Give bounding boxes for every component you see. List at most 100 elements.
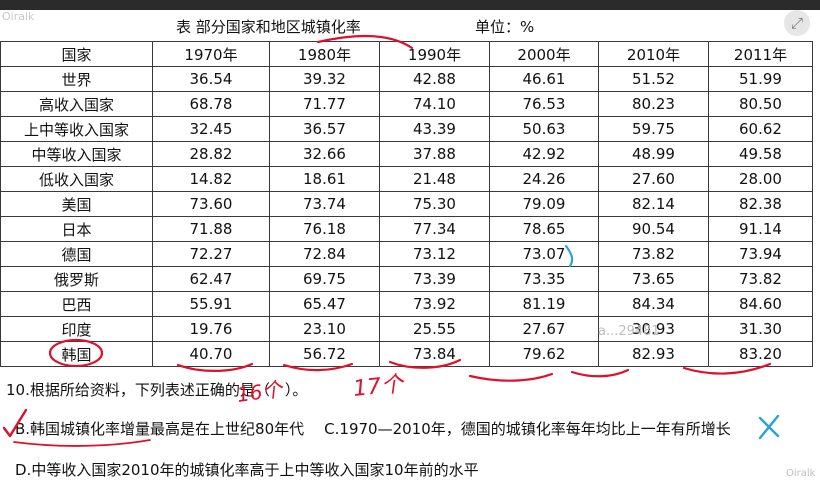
question-stem: 10.根据所给资料，下列表述正确的是（ ）。 <box>6 381 308 399</box>
table-row: 中等收入国家 28.82 32.66 37.88 42.92 48.99 49.58 <box>0 141 813 167</box>
rate-value-cell: 51.52 <box>598 66 709 92</box>
rate-value-cell: 30.93 <box>598 316 709 342</box>
top-bar <box>0 0 820 10</box>
rate-value-cell: 90.54 <box>598 216 709 242</box>
header-1990: 1990年 <box>379 41 490 67</box>
rate-value-cell: 76.18 <box>269 216 380 242</box>
rate-value-cell: 25.55 <box>379 316 490 342</box>
option-row-bc: B.韩国城镇化率增量最高是在上世纪80年代 C.1970—2010年，德国的城镇化… <box>15 418 731 439</box>
rate-value-cell: 82.38 <box>708 191 813 217</box>
rate-value-cell: 42.92 <box>489 141 599 167</box>
rate-value-cell: 21.48 <box>379 166 490 192</box>
header-2011: 2011年 <box>708 41 813 67</box>
rate-value-cell: 36.57 <box>269 116 380 142</box>
option-c[interactable]: C.1970—2010年，德国的城镇化率每年均比上一年有所增长 <box>324 420 731 438</box>
rate-value-cell: 84.34 <box>598 291 709 317</box>
rate-value-cell: 80.50 <box>708 91 813 117</box>
table-row: 俄罗斯 62.47 69.75 73.39 73.35 73.65 73.82 <box>0 266 813 292</box>
header-country: 国家 <box>0 41 153 67</box>
rate-value-cell: 73.94 <box>708 241 813 267</box>
table-row: 上中等收入国家 32.45 36.57 43.39 50.63 59.75 60.62 <box>0 116 813 142</box>
country-name-cell: 低收入国家 <box>0 166 153 192</box>
table-row: 日本 71.88 76.18 77.34 78.65 90.54 91.14 <box>0 216 813 242</box>
rate-value-cell: 91.14 <box>708 216 813 242</box>
country-name-cell: 日本 <box>0 216 153 242</box>
rate-value-cell: 68.78 <box>152 91 270 117</box>
rate-value-cell: 49.58 <box>708 141 813 167</box>
korea-row-underline-4 <box>468 372 554 382</box>
rate-value-cell: 24.26 <box>489 166 599 192</box>
rate-value-cell: 73.92 <box>379 291 490 317</box>
rate-value-cell: 71.88 <box>152 216 270 242</box>
rate-value-cell: 73.82 <box>598 241 709 267</box>
rate-value-cell: 55.91 <box>152 291 270 317</box>
rate-value-cell: 50.63 <box>489 116 599 142</box>
table-row: 美国 73.60 73.74 75.30 79.09 82.14 82.38 <box>0 191 813 217</box>
rate-value-cell: 27.60 <box>598 166 709 192</box>
rate-value-cell: 51.99 <box>708 66 813 92</box>
rate-value-cell: 19.76 <box>152 316 270 342</box>
table-row: 巴西 55.91 65.47 73.92 81.19 84.34 84.60 <box>0 291 813 317</box>
rate-value-cell: 76.53 <box>489 91 599 117</box>
rate-value-cell: 60.62 <box>708 116 813 142</box>
option-b-underline <box>13 439 151 447</box>
rate-value-cell: 73.74 <box>269 191 380 217</box>
rate-value-cell: 81.19 <box>489 291 599 317</box>
country-name-cell: 美国 <box>0 191 153 217</box>
rate-value-cell: 72.27 <box>152 241 270 267</box>
header-1980: 1980年 <box>269 41 380 67</box>
rate-value-cell: 32.45 <box>152 116 270 142</box>
watermark-logo: Oiralk <box>2 10 35 23</box>
rate-value-cell: 27.67 <box>489 316 599 342</box>
option-d[interactable]: D.中等收入国家2010年的城镇化率高于上中等收入国家10年前的水平 <box>15 461 479 479</box>
rate-value-cell: 36.54 <box>152 66 270 92</box>
rate-value-cell: 18.61 <box>269 166 380 192</box>
country-name-cell: 德国 <box>0 241 153 267</box>
option-b[interactable]: B.韩国城镇化率增量最高是在上世纪80年代 <box>15 420 305 438</box>
table-row: 德国 72.27 72.84 73.12 73.07 73.82 73.94 <box>0 241 813 267</box>
table-header-row: 国家 1970年 1980年 1990年 2000年 2010年 2011年 <box>0 41 813 67</box>
rate-value-cell: 71.77 <box>269 91 380 117</box>
rate-value-cell: 80.23 <box>598 91 709 117</box>
rate-value-cell: 56.72 <box>269 341 380 367</box>
rate-value-cell: 48.99 <box>598 141 709 167</box>
rate-value-cell: 28.82 <box>152 141 270 167</box>
country-name-cell: 中等收入国家 <box>0 141 153 167</box>
header-1970: 1970年 <box>152 41 270 67</box>
rate-value-cell: 59.75 <box>598 116 709 142</box>
rate-value-cell: 65.47 <box>269 291 380 317</box>
rate-value-cell: 37.88 <box>379 141 490 167</box>
country-name-cell: 高收入国家 <box>0 91 153 117</box>
rate-value-cell: 77.34 <box>379 216 490 242</box>
country-name-cell: 巴西 <box>0 291 153 317</box>
rate-value-cell: 46.61 <box>489 66 599 92</box>
rate-value-cell: 43.39 <box>379 116 490 142</box>
header-2010: 2010年 <box>598 41 709 67</box>
annotation-17: 17个 <box>352 372 406 402</box>
watermark-logo-bottom: Oiralk <box>786 468 816 479</box>
table-row: 印度 19.76 23.10 25.55 27.67 30.93 31.30 <box>0 316 813 342</box>
urbanization-table: 国家 1970年 1980年 1990年 2000年 2010年 2011年 世… <box>0 41 813 367</box>
rate-value-cell: 73.65 <box>598 266 709 292</box>
rate-value-cell: 28.00 <box>708 166 813 192</box>
expand-icon: ⤢ <box>790 14 803 32</box>
rate-value-cell: 82.93 <box>598 341 709 367</box>
rate-value-cell: 73.84 <box>379 341 490 367</box>
table-row: 高收入国家 68.78 71.77 74.10 76.53 80.23 80.50 <box>0 91 813 117</box>
rate-value-cell: 31.30 <box>708 316 813 342</box>
rate-value-cell: 32.66 <box>269 141 380 167</box>
rate-value-cell: 74.10 <box>379 91 490 117</box>
country-name-cell: 韩国 <box>0 341 153 367</box>
country-name-cell: 俄罗斯 <box>0 266 153 292</box>
expand-button[interactable]: ⤢ <box>784 10 810 36</box>
rate-value-cell: 23.10 <box>269 316 380 342</box>
country-name-cell: 上中等收入国家 <box>0 116 153 142</box>
country-name-cell: 印度 <box>0 316 153 342</box>
watermark-id: a...29481 <box>598 324 660 339</box>
rate-value-cell: 69.75 <box>269 266 380 292</box>
table-unit: 单位：% <box>475 18 535 36</box>
korea-row-underline-5 <box>570 368 630 378</box>
rate-value-cell: 72.84 <box>269 241 380 267</box>
rate-value-cell: 42.88 <box>379 66 490 92</box>
rate-value-cell: 73.39 <box>379 266 490 292</box>
